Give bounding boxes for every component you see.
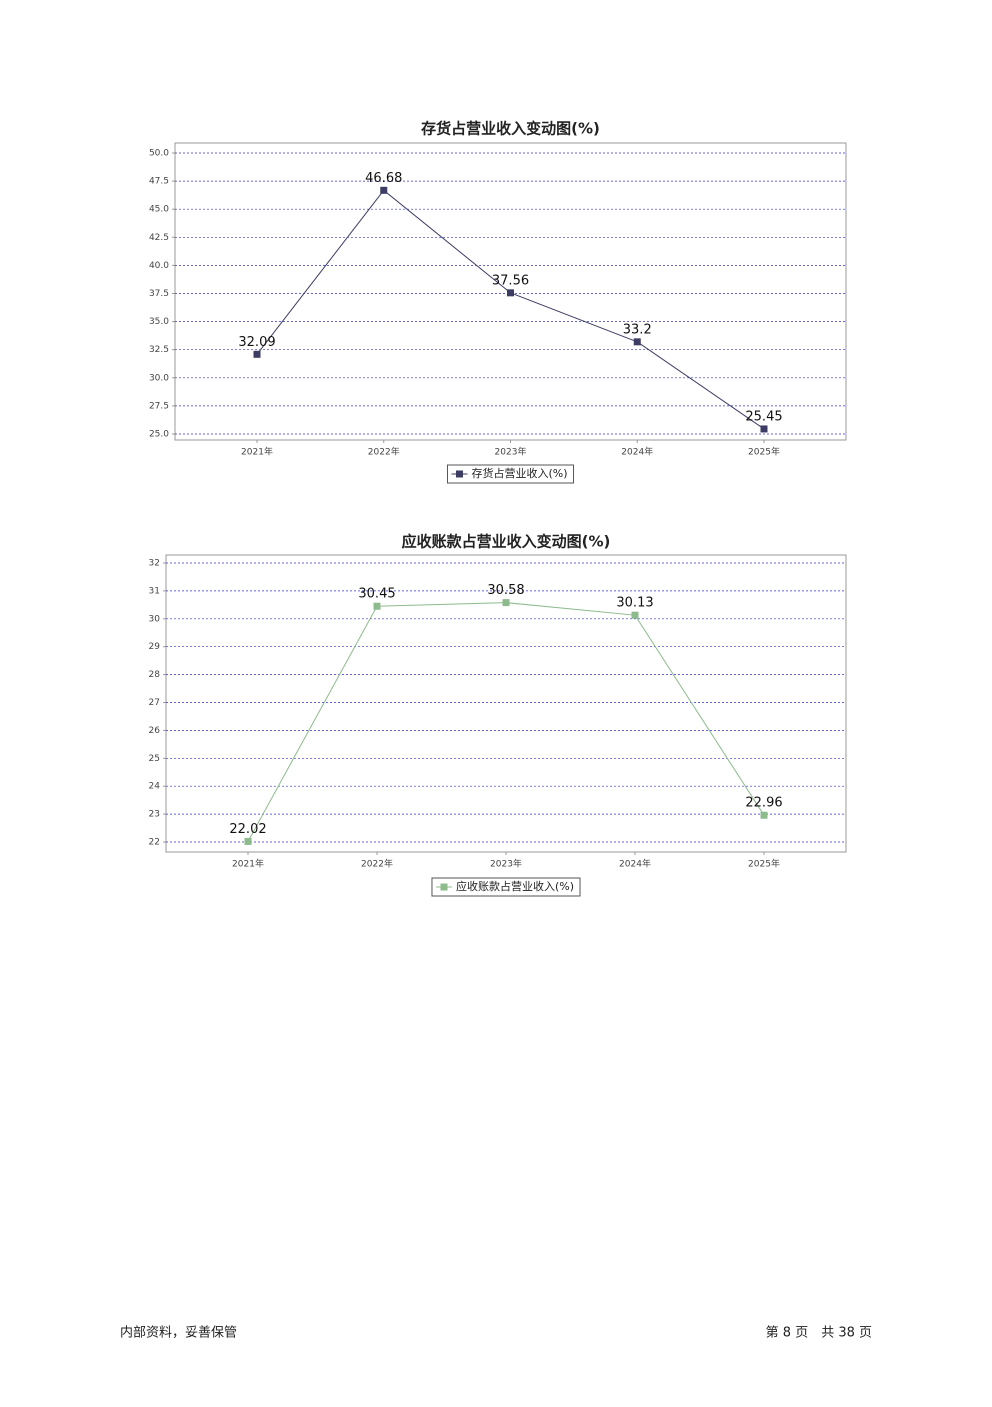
footer-left: 内部资料，妥善保管 bbox=[120, 1325, 237, 1341]
y-tick-label: 25.0 bbox=[149, 430, 169, 440]
y-tick-label: 47.5 bbox=[149, 177, 169, 187]
y-tick-label: 30 bbox=[149, 614, 161, 624]
legend-label: 存货占营业收入(%) bbox=[471, 466, 567, 480]
y-tick-label: 42.5 bbox=[149, 233, 169, 243]
y-tick-label: 23 bbox=[149, 810, 160, 820]
value-label: 46.68 bbox=[365, 171, 402, 186]
point bbox=[373, 602, 381, 610]
legend-box bbox=[446, 464, 575, 484]
value-label: 30.58 bbox=[487, 583, 524, 598]
x-tick-label: 2025年 bbox=[748, 446, 780, 458]
legend-marker bbox=[440, 883, 448, 891]
point bbox=[760, 425, 768, 433]
y-tick-label: 40.0 bbox=[149, 261, 169, 271]
y-tick-label: 26 bbox=[149, 726, 161, 736]
point bbox=[631, 611, 639, 619]
chart-title: 应收账款占营业收入变动图(%) bbox=[402, 533, 611, 551]
point bbox=[380, 186, 388, 194]
point bbox=[253, 350, 261, 358]
point bbox=[507, 289, 514, 297]
y-tick-label: 22 bbox=[149, 838, 160, 848]
x-tick-label: 2024年 bbox=[619, 858, 651, 870]
y-tick-label: 32 bbox=[149, 559, 160, 569]
value-label: 30.13 bbox=[616, 596, 653, 611]
value-label: 22.02 bbox=[229, 822, 266, 837]
chart-title: 存货占营业收入变动图(%) bbox=[421, 120, 600, 138]
x-tick-label: 2023年 bbox=[490, 858, 522, 870]
point bbox=[760, 811, 768, 819]
y-tick-label: 28 bbox=[149, 670, 161, 680]
point bbox=[502, 599, 510, 607]
y-tick-label: 31 bbox=[149, 586, 160, 596]
value-label: 25.45 bbox=[745, 409, 782, 424]
legend-label: 应收账款占营业收入(%) bbox=[456, 879, 574, 893]
x-tick-label: 2022年 bbox=[361, 858, 393, 870]
y-tick-label: 45.0 bbox=[149, 205, 169, 215]
y-tick-label: 24 bbox=[149, 782, 161, 792]
x-tick-label: 2024年 bbox=[621, 446, 653, 458]
value-label: 22.96 bbox=[745, 796, 782, 811]
x-tick-label: 2021年 bbox=[232, 858, 264, 870]
x-tick-label: 2021年 bbox=[241, 446, 273, 458]
x-tick-label: 2023年 bbox=[495, 446, 527, 458]
x-tick-label: 2025年 bbox=[748, 858, 780, 870]
y-tick-label: 27.5 bbox=[149, 401, 169, 411]
legend-marker bbox=[455, 470, 463, 478]
point bbox=[633, 338, 641, 346]
y-tick-label: 29 bbox=[149, 642, 161, 652]
y-tick-label: 27 bbox=[149, 698, 160, 708]
footer-right: 第 8 页 共 38 页 bbox=[766, 1326, 872, 1341]
x-tick-label: 2022年 bbox=[368, 446, 400, 458]
y-tick-label: 25 bbox=[149, 754, 160, 764]
value-label: 32.09 bbox=[238, 335, 275, 350]
y-tick-label: 37.5 bbox=[149, 289, 169, 299]
y-tick-label: 35.0 bbox=[149, 317, 169, 327]
value-label: 30.45 bbox=[358, 587, 395, 602]
y-tick-label: 30.0 bbox=[149, 373, 169, 383]
point bbox=[244, 837, 252, 845]
value-label: 33.2 bbox=[623, 322, 652, 337]
legend-box bbox=[431, 877, 581, 897]
y-tick-label: 32.5 bbox=[149, 345, 169, 355]
value-label: 37.56 bbox=[492, 273, 529, 288]
y-tick-label: 50.0 bbox=[149, 149, 169, 159]
